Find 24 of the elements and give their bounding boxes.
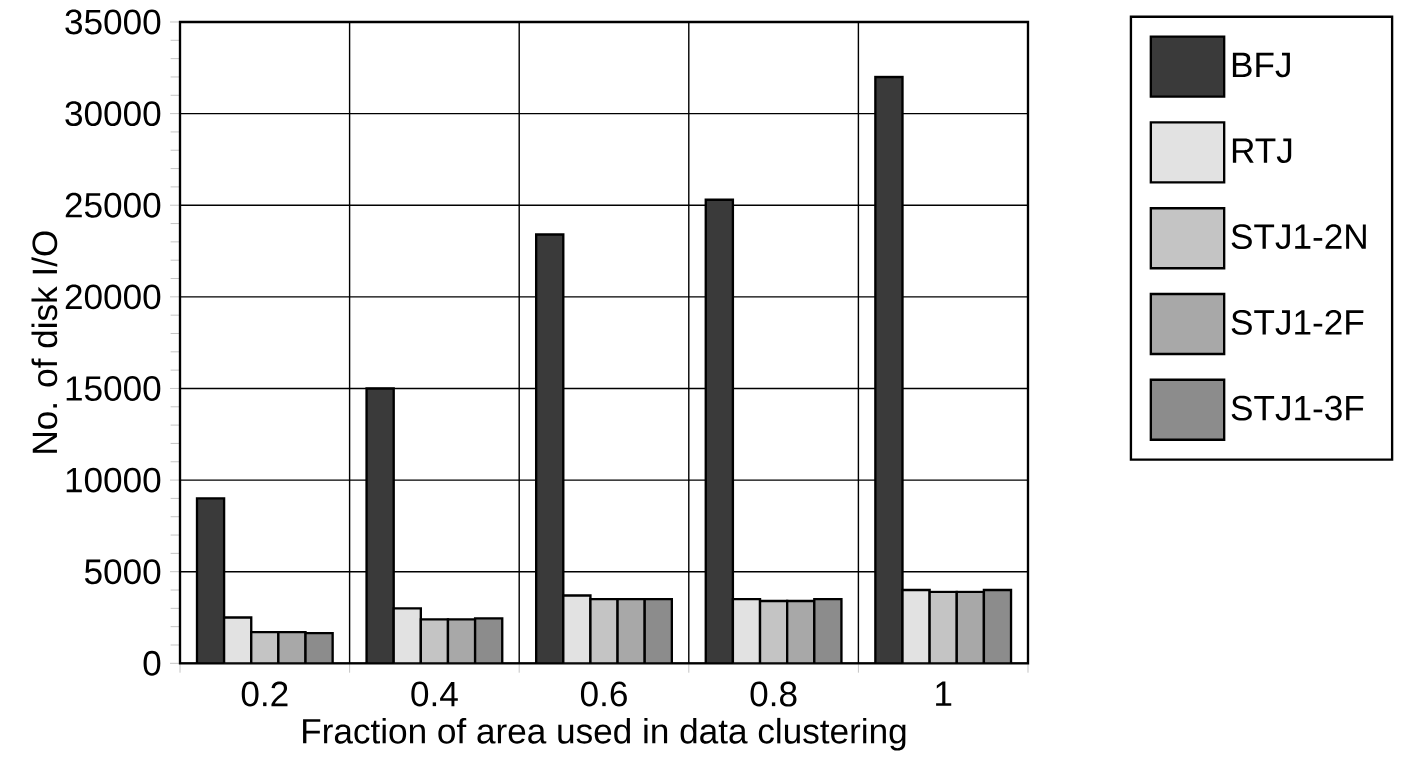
legend-label: STJ1-2F <box>1231 309 1364 335</box>
legend-label: STJ1-3F <box>1231 395 1364 421</box>
y-tick-label: 20000 <box>65 284 161 310</box>
legend-label: RTJ <box>1232 138 1292 164</box>
x-tick-label: 0.4 <box>411 681 458 707</box>
y-tick-label: 5000 <box>84 559 161 585</box>
bar <box>705 199 733 664</box>
legend-label: BFJ <box>1232 52 1290 78</box>
x-tick-label: 0.6 <box>580 681 627 707</box>
y-axis-title: No. of disk I/O <box>31 231 58 453</box>
legend-label: STJ1-2N <box>1231 224 1366 250</box>
x-tick-label: 0.2 <box>241 681 288 707</box>
bar <box>196 498 225 664</box>
bar <box>536 234 564 664</box>
x-tick-label: 1 <box>936 681 952 706</box>
x-axis-title: Fraction of area used in data clustering <box>303 717 906 751</box>
y-tick-label: 30000 <box>65 101 161 127</box>
y-tick-label: 35000 <box>65 9 161 35</box>
y-tick-label: 0 <box>143 650 161 676</box>
bar <box>366 388 394 664</box>
x-tick-label: 0.8 <box>750 681 797 707</box>
y-tick-label: 15000 <box>66 376 161 401</box>
y-tick-label: 25000 <box>65 192 161 218</box>
y-tick-label: 10000 <box>66 467 161 493</box>
